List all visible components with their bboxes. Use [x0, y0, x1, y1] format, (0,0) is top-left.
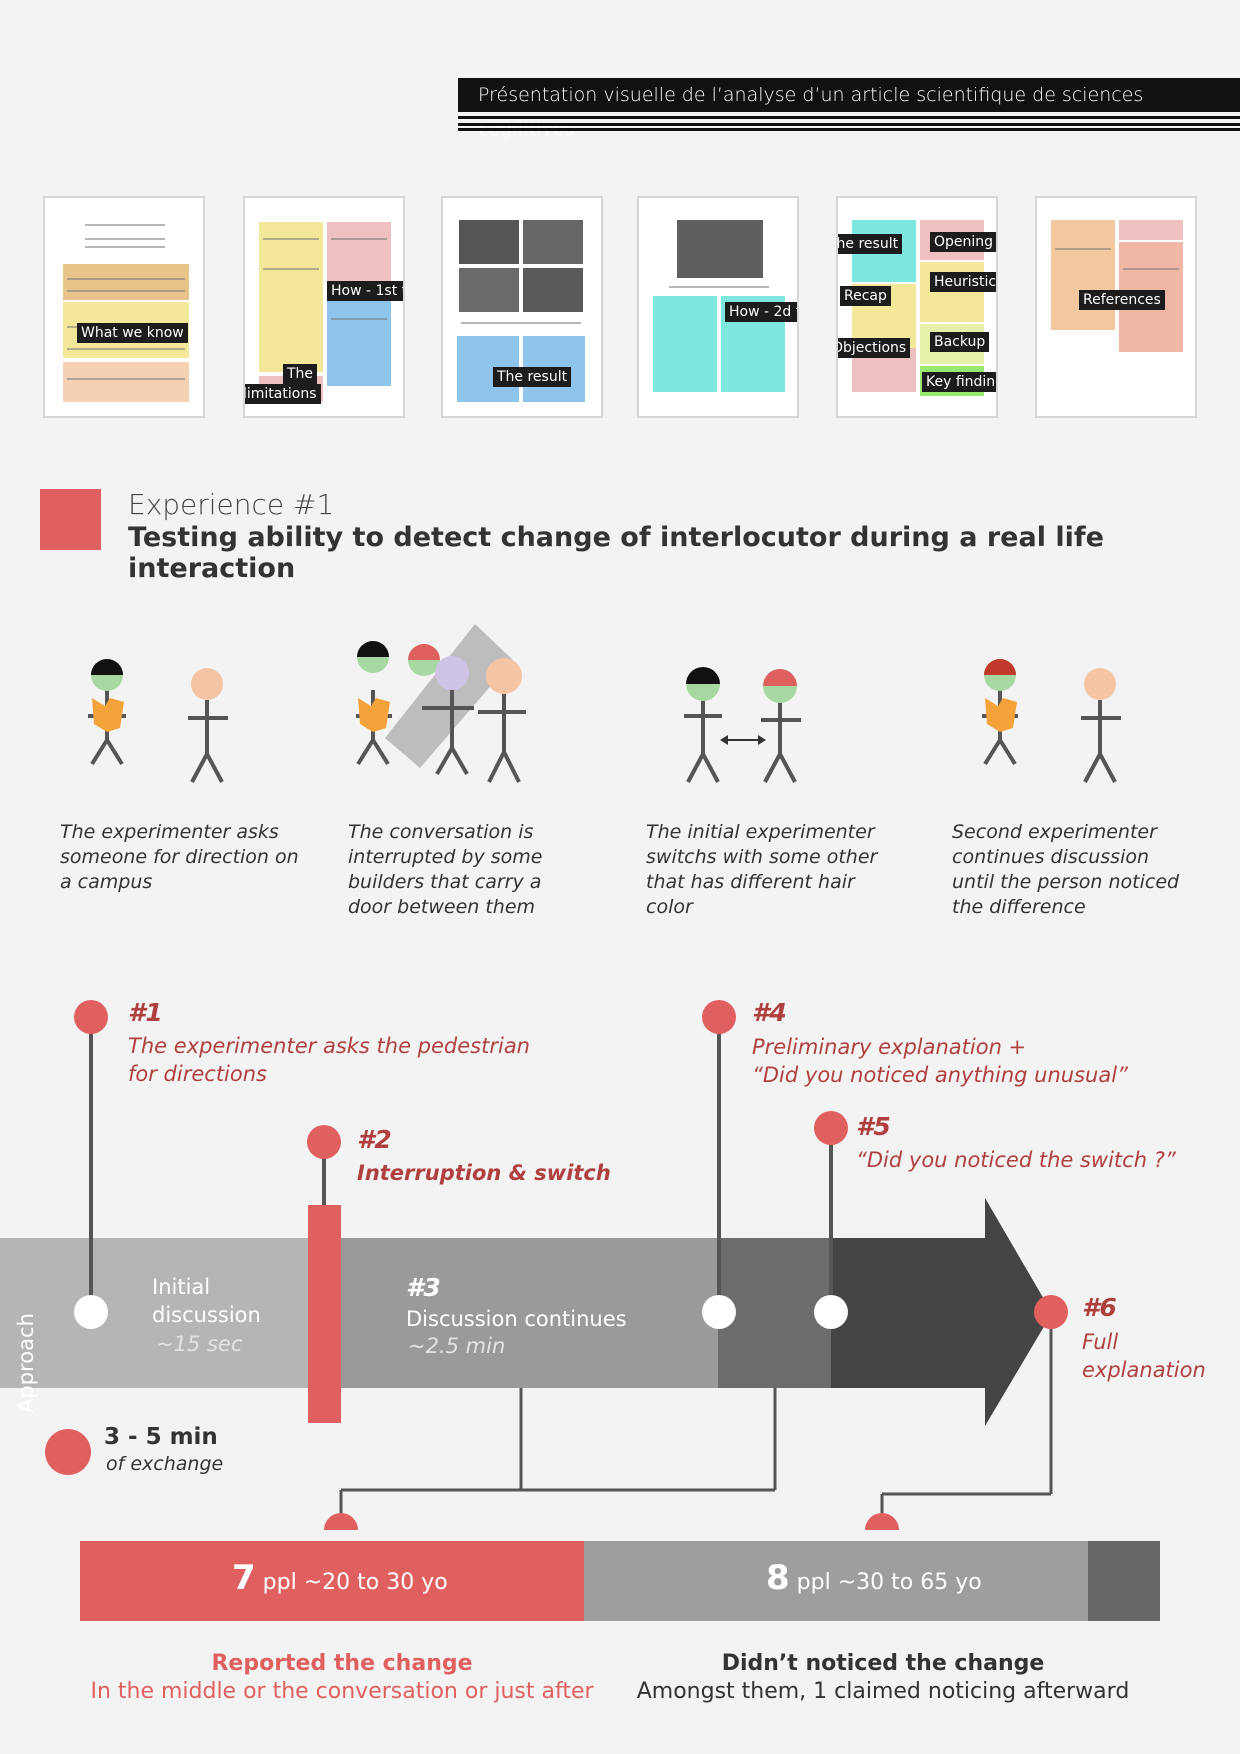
event-4-number: #4 — [752, 998, 787, 1027]
tag-references: References — [1079, 290, 1165, 310]
step-4-caption: Second experimenter continues discussion… — [952, 821, 1180, 918]
paper-thumbnail-2: How - 1st try The limitations — [243, 196, 405, 418]
tag-objections: Objections — [838, 338, 911, 358]
tag-limitations: limitations — [245, 384, 321, 404]
event-5-number: #5 — [856, 1112, 891, 1141]
event-1-dot — [74, 1000, 108, 1034]
interruption-bar — [308, 1205, 341, 1423]
step-2-caption: The conversation is interrupted by some … — [348, 821, 543, 918]
tag-how-2d-try: How - 2d try — [725, 302, 797, 322]
paper-thumbnail-4: How - 2d try — [637, 196, 799, 418]
step-1-illustration — [88, 659, 228, 783]
tag-recap: Recap — [840, 286, 891, 306]
tag-heuristic: Heuristic — [930, 272, 996, 292]
event-3-duration: ~2.5 min — [408, 1334, 506, 1358]
event-6-number: #6 — [1082, 1293, 1117, 1322]
paper-thumbnail-1: What we know — [43, 196, 205, 418]
event-3-text: Discussion continues — [406, 1307, 627, 1331]
band-approach — [0, 1238, 310, 1388]
event-2-dot — [307, 1125, 341, 1159]
event-2-number: #2 — [357, 1125, 392, 1154]
band-discussion — [310, 1238, 720, 1388]
result-bar-not-noticed — [584, 1541, 1088, 1621]
step-4-illustration — [982, 659, 1121, 783]
header-title: Présentation visuelle de l’analyse d’un … — [478, 84, 1144, 140]
event-2-text: Interruption & switch — [357, 1161, 611, 1185]
event-4-dot — [702, 1000, 736, 1034]
duration-label: of exchange — [106, 1453, 224, 1475]
tag-the-result-2: The result — [838, 234, 903, 254]
reported-desc: ppl ~20 to 30 yo — [262, 1570, 448, 1595]
timeline-diagram — [0, 1000, 1068, 1530]
paper-thumbnail-3: The result — [441, 196, 603, 418]
event-4-line2: “Did you noticed anything unusual” — [752, 1063, 1128, 1087]
result-bar-reported — [80, 1541, 584, 1621]
experience-marker — [40, 489, 101, 550]
step-3-illustration — [684, 667, 801, 783]
header-rule — [458, 116, 1240, 119]
duration-dot — [45, 1429, 91, 1475]
initial-discussion-line2: discussion — [152, 1303, 261, 1327]
reported-summary: 7 ppl ~20 to 30 yo — [232, 1558, 448, 1598]
step-2-illustration — [356, 624, 526, 783]
not-noticed-count: 8 — [766, 1558, 790, 1598]
tag-backup: Backup — [930, 332, 990, 352]
event-1-line2: for directions — [128, 1062, 267, 1086]
event-6-dot — [1034, 1295, 1068, 1329]
reported-title: Reported the change — [211, 1651, 473, 1676]
band-arrow — [831, 1198, 1052, 1426]
step-3-caption: The initial experimenter switchs with so… — [646, 821, 878, 918]
tag-the: The — [283, 364, 318, 384]
event-3-number: #3 — [406, 1273, 441, 1302]
not-noticed-desc: ppl ~30 to 65 yo — [796, 1570, 982, 1595]
event-1-line1: The experimenter asks the pedestrian — [128, 1034, 530, 1058]
header-rule — [458, 128, 1240, 131]
initial-discussion-duration: ~15 sec — [156, 1332, 243, 1356]
tag-key-findings: Key findings — [922, 372, 996, 392]
not-noticed-detail: Amongst them, 1 claimed noticing afterwa… — [636, 1679, 1130, 1704]
not-noticed-title: Didn’t noticed the change — [721, 1651, 1045, 1676]
event-5-text: “Did you noticed the switch ?” — [856, 1148, 1176, 1172]
result-bar-claimed — [1088, 1541, 1160, 1621]
initial-discussion-line1: Initial — [152, 1275, 211, 1299]
reported-count: 7 — [232, 1558, 256, 1598]
header-rule — [458, 123, 1240, 126]
experience-title: Testing ability to detect change of inte… — [128, 522, 1104, 584]
header-banner: Présentation visuelle de l’analyse d’un … — [458, 78, 1240, 140]
event-6-line2: explanation — [1082, 1358, 1206, 1382]
experience-label: Experience #1 — [128, 488, 335, 521]
steps-illustration — [88, 624, 1121, 783]
duration-value: 3 - 5 min — [104, 1424, 218, 1450]
event-5-dot — [814, 1111, 848, 1145]
paper-thumbnail-5: The result Opening Heuristic Recap Backu… — [836, 196, 998, 418]
event-1-number: #1 — [128, 998, 163, 1027]
band-explanation — [718, 1238, 833, 1388]
reported-detail: In the middle or the conversation or jus… — [90, 1679, 594, 1704]
event-6-line1: Full — [1082, 1330, 1119, 1354]
not-noticed-summary: 8 ppl ~30 to 65 yo — [766, 1558, 982, 1598]
event-4-line1: Preliminary explanation + — [752, 1035, 1027, 1059]
tag-the-result: The result — [493, 367, 572, 387]
tag-what-we-know: What we know — [77, 323, 188, 343]
paper-thumbnail-6: References — [1035, 196, 1197, 418]
approach-label: Approach — [14, 1313, 38, 1413]
tag-how-1st-try: How - 1st try — [327, 281, 403, 301]
step-1-caption: The experimenter asks someone for direct… — [60, 821, 299, 893]
tag-opening: Opening — [930, 232, 996, 252]
